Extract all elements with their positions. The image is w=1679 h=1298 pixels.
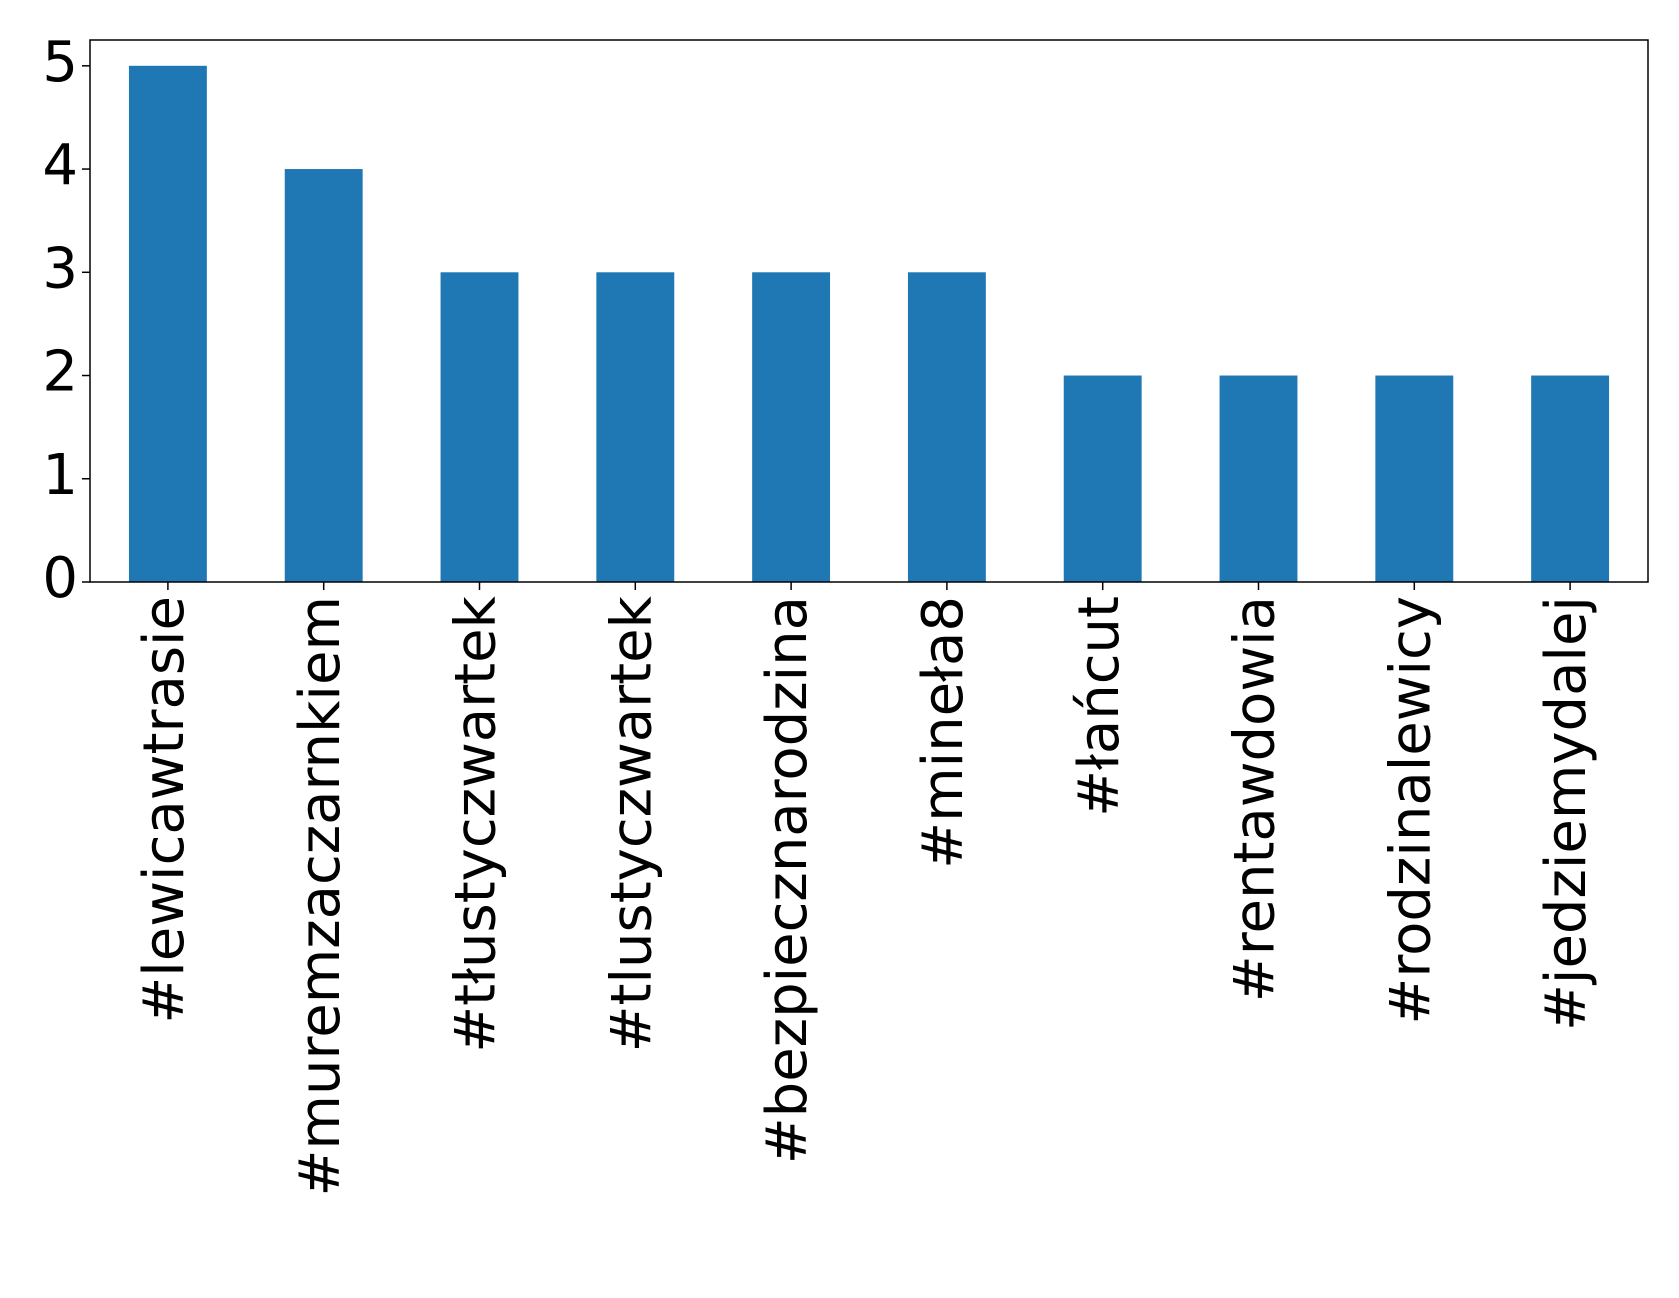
y-tick-label: 3 (42, 236, 78, 301)
y-tick-label: 4 (42, 133, 78, 198)
bar (1219, 375, 1298, 582)
x-tick-label: #rodzinalewicy (1378, 596, 1443, 1025)
x-tick-label: #muremzaczarnkiem (288, 596, 353, 1197)
bar (907, 272, 986, 582)
y-tick-label: 0 (42, 546, 78, 611)
x-tick-label: #lewicawtrasie (132, 596, 197, 1024)
y-tick-label: 5 (42, 30, 78, 95)
bar (596, 272, 675, 582)
bar (752, 272, 831, 582)
bar (284, 169, 363, 583)
x-tick-label: #mineła8 (911, 596, 976, 869)
y-tick-label: 2 (42, 340, 78, 405)
y-tick-label: 1 (42, 443, 78, 508)
plot-frame (89, 39, 1649, 583)
bar (440, 272, 519, 582)
bar (128, 65, 207, 583)
bar (1531, 375, 1610, 582)
x-tick-label: #tłustyczwartek (444, 595, 509, 1052)
x-tick-label: #łańcut (1067, 596, 1132, 817)
x-tick-label: #bezpiecznarodzina (755, 596, 820, 1164)
bar (1375, 375, 1454, 582)
x-tick-label: #jedziemydalej (1534, 596, 1599, 1031)
x-tick-label: #tlustyczwartek (599, 595, 664, 1052)
bar (1063, 375, 1142, 582)
x-tick-label: #rentawdowia (1223, 596, 1288, 1002)
